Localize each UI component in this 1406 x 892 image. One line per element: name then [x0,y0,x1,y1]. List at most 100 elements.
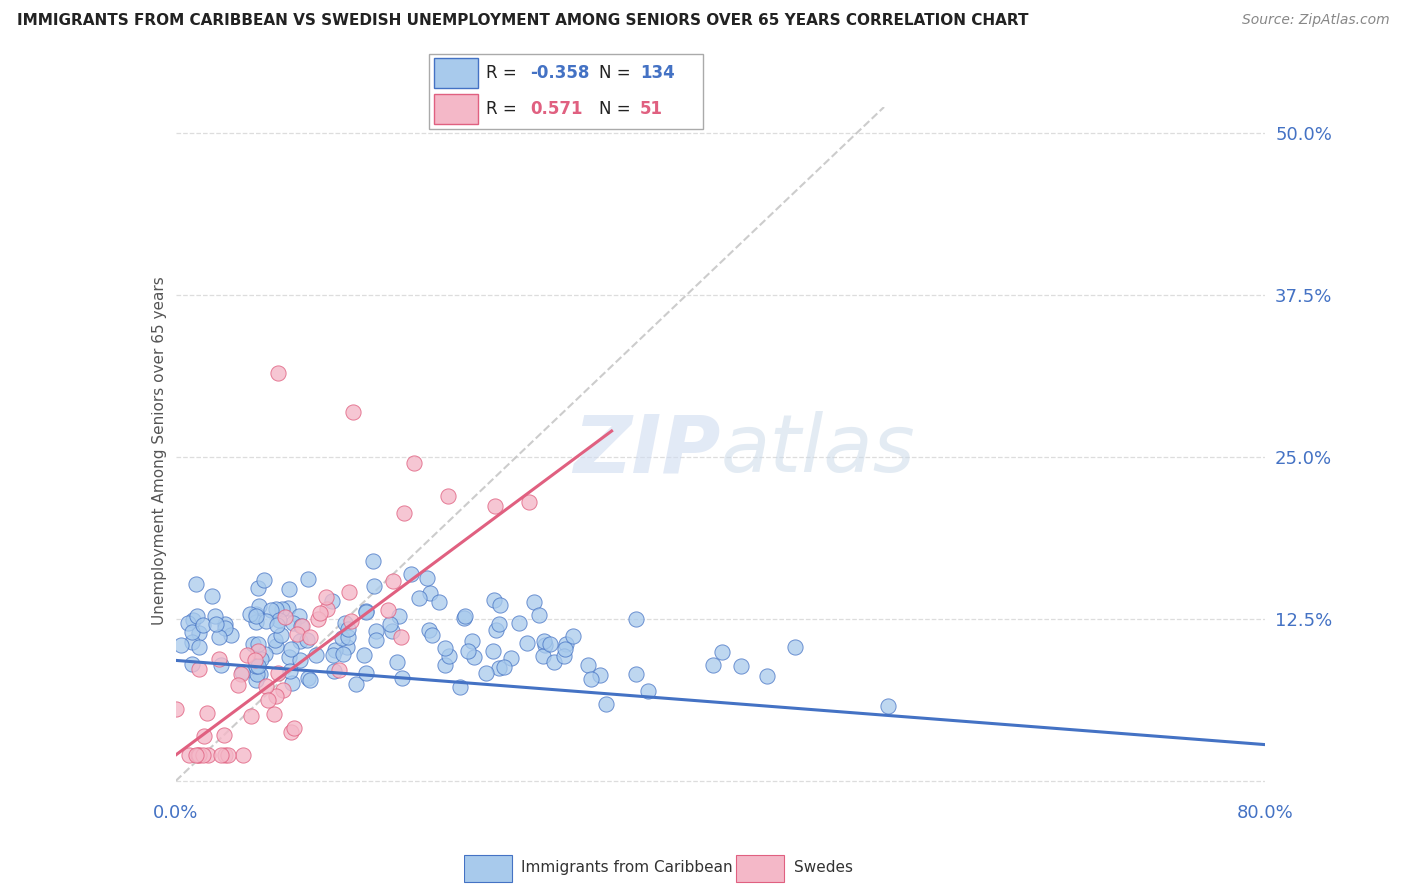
Point [170,638,193,652]
Text: atlas: atlas [721,411,915,490]
Point [339,585,361,599]
Point [533,633,555,648]
Point [188,747,211,762]
Point [342,404,364,418]
Point [267,366,290,380]
Point [363,579,385,593]
FancyBboxPatch shape [434,94,478,124]
Point [377,603,399,617]
Point [344,677,367,691]
Point [254,679,277,693]
Point [297,572,319,586]
Point [418,623,440,637]
Point [454,608,477,623]
Point [783,640,806,655]
Point [288,608,311,623]
Point [364,624,387,638]
Point [529,608,551,623]
Point [419,586,441,600]
Point [253,573,276,587]
Point [517,494,540,508]
Text: Source: ZipAtlas.com: Source: ZipAtlas.com [1241,13,1389,28]
Point [280,641,302,656]
Point [239,607,262,622]
Point [204,617,226,632]
Point [381,574,404,588]
Point [501,651,523,665]
Point [554,642,576,657]
Point [278,649,301,664]
Point [277,582,299,597]
Point [232,747,254,762]
Text: 0.571: 0.571 [530,100,582,118]
Point [290,619,312,633]
Point [328,663,350,677]
Point [298,630,321,644]
Point [388,609,411,624]
Point [245,673,267,687]
Point [208,630,231,644]
Point [214,747,236,762]
Point [354,604,377,618]
Text: Swedes: Swedes [794,861,853,875]
Point [267,666,290,681]
Point [264,639,287,653]
Point [249,667,271,681]
Point [181,613,204,627]
Point [187,747,209,762]
Point [309,606,332,620]
Point [427,595,450,609]
Point [624,612,647,626]
Point [475,666,498,681]
Point [488,616,510,631]
Point [492,660,515,674]
Point [256,693,278,707]
Point [401,567,423,582]
Point [187,625,209,640]
Point [165,702,187,716]
Point [437,489,460,503]
Point [181,624,204,639]
Point [212,728,235,742]
Point [711,645,734,659]
Point [273,610,295,624]
Text: ZIP: ZIP [574,411,721,490]
Point [245,608,267,623]
Point [291,619,314,633]
Text: 51: 51 [640,100,664,118]
Point [242,637,264,651]
Y-axis label: Unemployment Among Seniors over 65 years: Unemployment Among Seniors over 65 years [152,277,167,624]
Point [485,623,508,637]
Point [307,612,329,626]
Point [299,673,322,687]
Point [260,603,283,617]
Point [595,698,617,712]
Point [290,653,312,667]
Point [271,601,294,615]
Point [538,636,561,650]
Text: 134: 134 [640,64,675,82]
Point [180,657,202,671]
Point [266,618,288,632]
Point [246,658,269,673]
Point [378,616,401,631]
Point [756,669,779,683]
Point [245,615,267,629]
Point [356,606,378,620]
Point [354,666,377,681]
Point [637,684,659,698]
FancyBboxPatch shape [737,855,785,882]
Point [240,709,263,723]
Point [277,600,299,615]
Point [323,664,346,678]
Point [208,652,231,666]
Point [186,609,208,624]
Point [553,649,575,664]
Point [516,636,538,650]
Point [295,632,318,647]
Point [278,665,301,679]
Point [283,721,305,735]
Point [453,611,475,625]
Text: R =: R = [486,64,523,82]
Point [321,594,343,608]
